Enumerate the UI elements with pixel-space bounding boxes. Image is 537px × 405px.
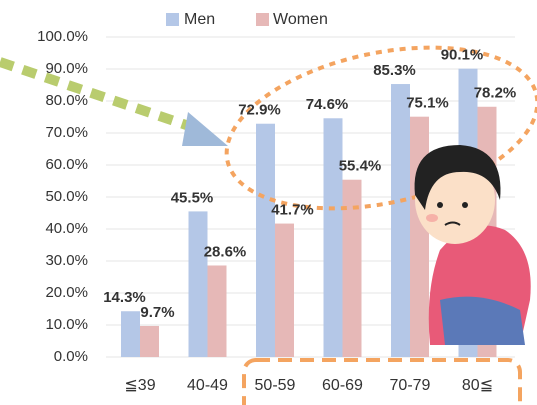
y-tick-label: 0.0% [54,348,88,365]
bar [189,211,208,357]
value-label: 90.1% [441,47,484,64]
value-label: 74.6% [306,96,349,113]
y-tick-label: 70.0% [45,124,88,141]
bar [256,124,275,357]
value-label: 75.1% [406,95,449,112]
legend-swatch [256,13,269,26]
arrow-head [182,112,228,146]
bar [121,311,140,357]
x-tick-label: 70-79 [390,377,431,394]
value-label: 55.4% [339,158,382,175]
legend-label: Men [184,11,215,28]
legend-label: Women [273,11,328,28]
bar [324,118,343,357]
value-label: 41.7% [271,202,314,219]
value-label: 85.3% [373,62,416,79]
chart: 0.0% 10.0% 20.0% 30.0% 40.0% 50.0% 60.0% 70.0% 8… [0,0,537,405]
x-tick-label: 80≦ [462,377,493,394]
value-label: 14.3% [103,289,146,306]
x-tick-label: ≦39 [124,377,155,394]
y-tick-label: 50.0% [45,188,88,205]
x-tick-label: 50-59 [255,377,296,394]
value-label: 9.7% [140,304,174,321]
y-tick-label: 80.0% [45,92,88,109]
y-tick-label: 90.0% [45,60,88,77]
y-tick-label: 100.0% [37,28,88,45]
arrow-decoration [0,62,195,128]
value-label: 45.5% [171,189,214,206]
y-tick-label: 20.0% [45,284,88,301]
y-tick-label: 10.0% [45,316,88,333]
bar [208,265,227,357]
value-label: 72.9% [238,102,281,119]
x-tick-label: 60-69 [322,377,363,394]
bar [140,326,159,357]
x-tick-label: 40-49 [187,377,228,394]
bar [410,117,429,357]
bar [391,84,410,357]
woman-illustration [415,145,531,345]
y-tick-label: 40.0% [45,220,88,237]
y-tick-label: 60.0% [45,156,88,173]
value-label: 28.6% [204,243,247,260]
value-label: 78.2% [474,85,517,102]
bar [275,224,294,357]
legend-swatch [166,13,179,26]
y-tick-label: 30.0% [45,252,88,269]
